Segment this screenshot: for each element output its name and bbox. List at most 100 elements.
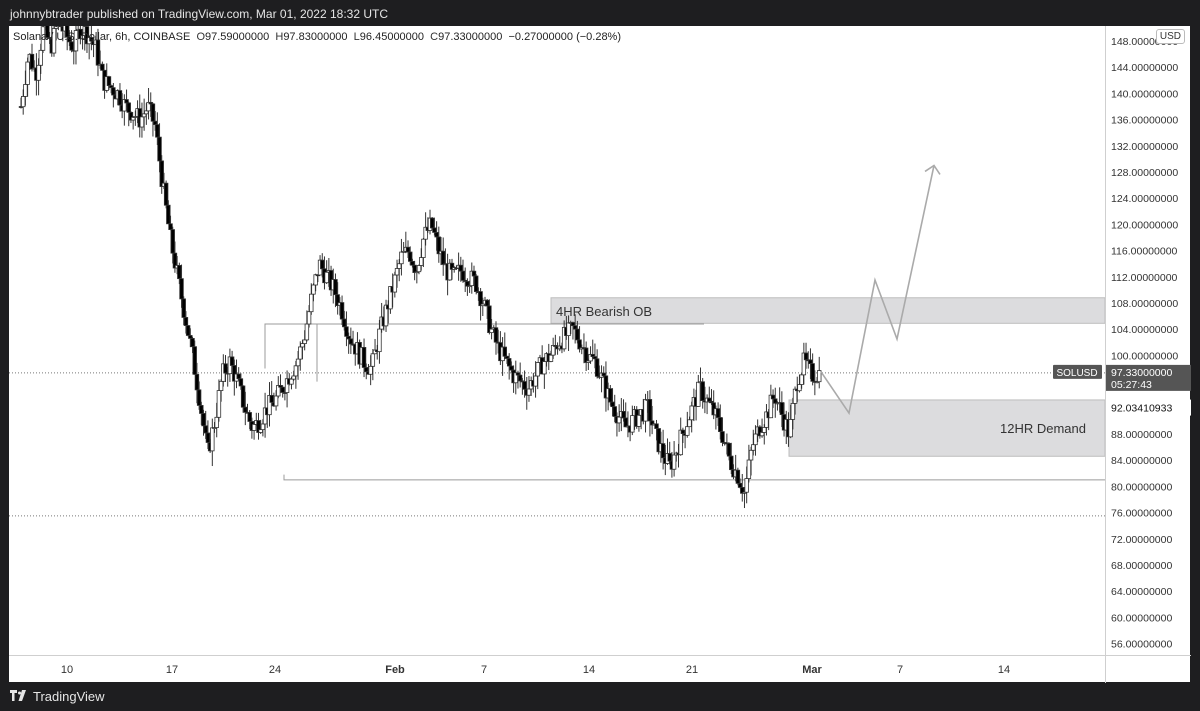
candle-body (548, 354, 554, 362)
last-price-countdown: 05:27:43 (1111, 379, 1152, 391)
currency-button[interactable]: USD (1155, 29, 1185, 44)
candle-body (419, 257, 424, 266)
resistance-line (264, 323, 704, 369)
candle (561, 320, 567, 352)
candle-body (100, 63, 105, 71)
demand-level-price: 92.03410933 (1111, 403, 1172, 415)
candle (159, 155, 164, 194)
candle (344, 311, 349, 347)
price-tick-label: 80.00000000 (1111, 481, 1172, 493)
candle-body (399, 251, 404, 265)
candle-body (489, 328, 494, 334)
candle-body (273, 395, 279, 407)
candle-body (671, 454, 677, 470)
time-axis-scale[interactable]: 10 17 24 Feb 7 14 21 Mar 7 14 (9, 656, 1105, 683)
price-tick-label: 124.00000000 (1111, 193, 1178, 205)
legend-high-label: H (275, 31, 284, 43)
legend-change: −0.27000000 (−0.28%) (508, 31, 622, 43)
candle-body (817, 370, 822, 383)
axis-corner (1105, 655, 1191, 683)
candle-body (258, 429, 263, 433)
candle-body (623, 417, 628, 428)
candle-body (748, 449, 754, 461)
candle (469, 262, 474, 294)
candle (810, 353, 815, 386)
candle-body (788, 418, 793, 438)
candle-body (636, 414, 642, 427)
candle (350, 330, 356, 347)
legend-open-label: O (196, 31, 205, 43)
time-tick-label: 14 (583, 664, 595, 676)
time-tick-label: Feb (385, 664, 405, 676)
candle-body (487, 305, 492, 334)
candle-body (348, 338, 354, 345)
price-chart[interactable]: 4HR Bearish OB 12HR Demand SOLUSD (9, 26, 1105, 655)
price-tick-label: 84.00000000 (1111, 455, 1172, 467)
candle-body (23, 84, 28, 97)
candle-body (214, 416, 219, 428)
price-tick-label: 140.00000000 (1111, 88, 1178, 100)
time-tick-label: 7 (481, 664, 487, 676)
candle-body (746, 459, 752, 479)
legend-open: 97.59000000 (205, 31, 270, 43)
candle-body (124, 99, 129, 104)
legend-high: 97.83000000 (283, 31, 348, 43)
time-tick-label: 10 (61, 664, 73, 676)
symbol-legend[interactable]: Solana / U.S. Dollar, 6h, COINBASE O97.5… (13, 31, 621, 43)
candle-body (201, 413, 206, 427)
candle-body (432, 227, 437, 233)
candle-body (342, 318, 347, 328)
candle-body (196, 389, 202, 406)
symbol-tag-label: SOLUSD (1056, 368, 1097, 379)
candle-body (700, 381, 705, 401)
demand-level-tag (1106, 399, 1191, 416)
time-tick-label: 17 (166, 664, 178, 676)
candle (678, 417, 683, 456)
price-axis[interactable]: 148.00000000 144.00000000 140.00000000 136.… (1105, 26, 1191, 655)
candle-body (280, 386, 285, 393)
demand-zone (788, 399, 1105, 457)
candle-body (790, 402, 796, 420)
candle-body (223, 363, 228, 374)
price-tick-label: 68.00000000 (1111, 560, 1172, 572)
candle (616, 404, 622, 432)
chart-pane[interactable]: 4HR Bearish OB 12HR Demand SOLUSD Solana … (9, 26, 1105, 655)
candle (269, 381, 274, 403)
price-tick-label: 104.00000000 (1111, 324, 1178, 336)
candle (267, 382, 272, 427)
candle-body (236, 373, 241, 380)
candle-body (36, 64, 41, 81)
candle-body (368, 365, 373, 375)
legend-symbol[interactable]: Solana / U.S. Dollar, 6h, COINBASE (13, 31, 191, 43)
candle-body (150, 103, 156, 122)
candle (150, 102, 156, 137)
price-axis-scale[interactable]: 148.00000000144.00000000140.00000000136.… (1106, 26, 1191, 655)
time-tick-label: 21 (686, 664, 698, 676)
candle (229, 350, 235, 367)
candle-body (339, 302, 345, 320)
candle-body (205, 432, 211, 443)
candle (383, 299, 389, 332)
candle (100, 61, 105, 71)
candle (29, 43, 35, 72)
candle-body (302, 339, 307, 344)
candle (599, 365, 604, 393)
candle-body (260, 423, 266, 431)
time-axis[interactable]: 10 17 24 Feb 7 14 21 Mar 7 14 (9, 655, 1105, 683)
candle-body (647, 399, 653, 422)
candle-body (229, 356, 235, 366)
candle-body (680, 429, 686, 434)
candle (137, 94, 142, 138)
candle-body (141, 113, 147, 118)
chart-frame[interactable]: 4HR Bearish OB 12HR Demand SOLUSD Solana … (9, 26, 1191, 683)
candle (139, 102, 145, 138)
candle-body (313, 274, 318, 286)
tradingview-brand[interactable]: TradingView (10, 689, 105, 704)
candle-body (753, 433, 758, 446)
candle-body (192, 346, 197, 375)
time-tick-label: 24 (269, 664, 281, 676)
candle-body (434, 232, 439, 238)
candle-body (478, 291, 483, 307)
candle-body (247, 412, 252, 422)
candle-body (25, 61, 30, 85)
